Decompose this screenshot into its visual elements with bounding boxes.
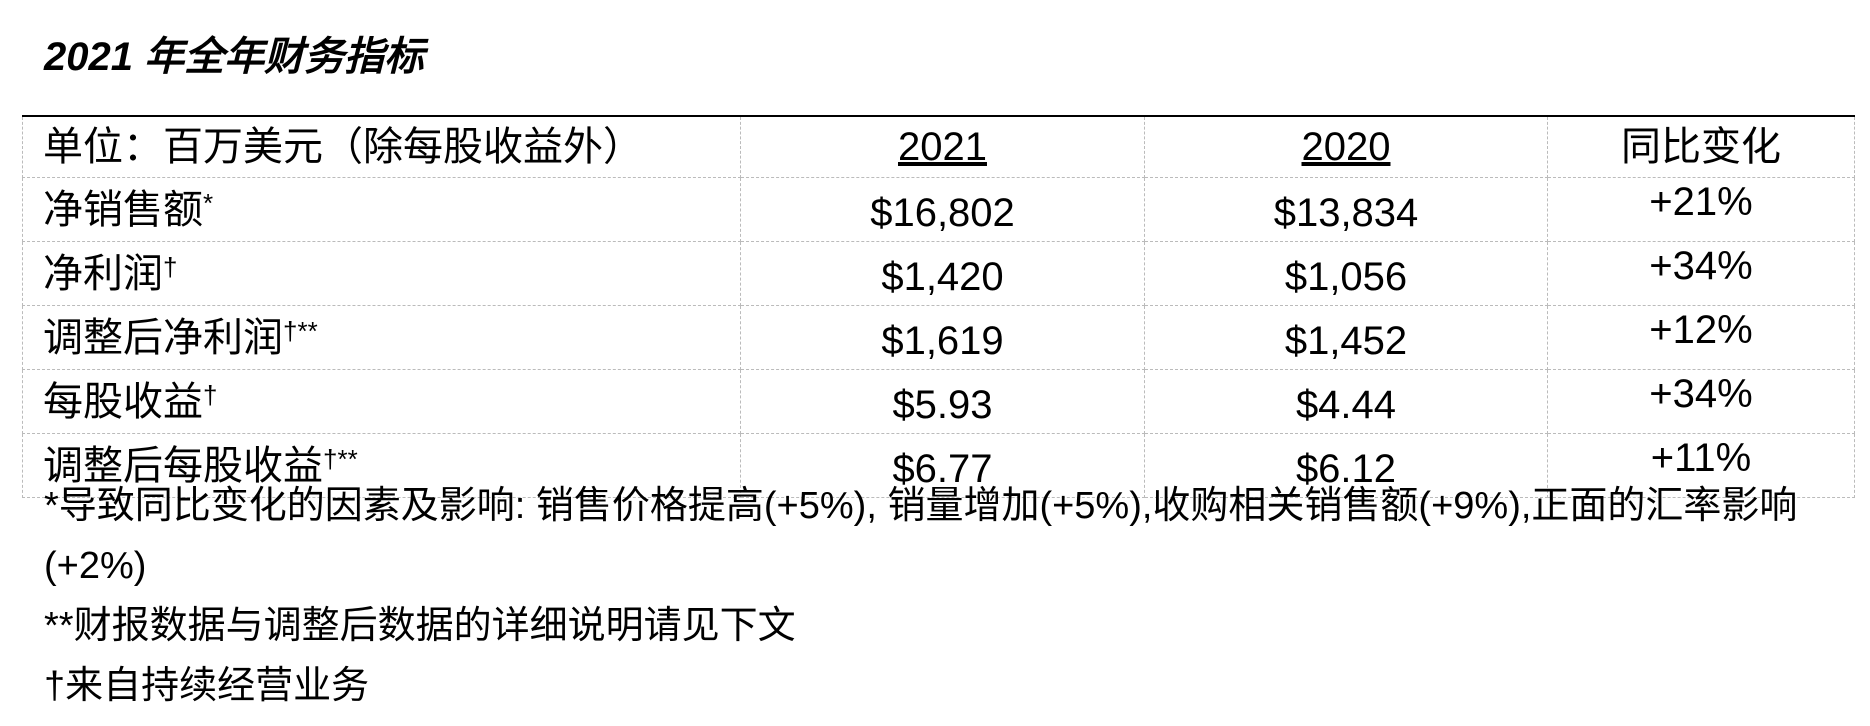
header-unit: 单位：百万美元（除每股收益外） — [22, 115, 741, 178]
footnote-mark: † — [203, 379, 218, 410]
footnote: **财报数据与调整后数据的详细说明请见下文 — [44, 605, 796, 647]
row-label: 调整后每股收益†** — [22, 433, 741, 498]
table-row: 净利润† $1,420 $1,056 +34% — [22, 241, 1855, 306]
yoy-change: +11% — [1547, 433, 1855, 498]
row-label: 净销售额* — [22, 177, 741, 242]
yoy-change: +21% — [1547, 177, 1855, 242]
table-row: 调整后每股收益†** $6.77 $6.12 +11% — [22, 433, 1855, 498]
value-2020: $4.44 — [1144, 369, 1548, 434]
table-row: 每股收益† $5.93 $4.44 +34% — [22, 369, 1855, 434]
footnotes: *导致同比变化的因素及影响: 销售价格提高(+5%), 销量增加(+5%),收购… — [44, 476, 1844, 716]
footnote-mark: †** — [283, 315, 318, 346]
row-label: 每股收益† — [22, 369, 741, 434]
header-2020: 2020 — [1144, 115, 1548, 178]
table-header-row: 单位：百万美元（除每股收益外） 2021 2020 同比变化 — [22, 115, 1855, 178]
yoy-change: +34% — [1547, 369, 1855, 434]
value-2020: $6.12 — [1144, 433, 1548, 498]
footnote: *导致同比变化的因素及影响: 销售价格提高(+5%), 销量增加(+5%),收购… — [44, 485, 1798, 587]
value-2020: $1,452 — [1144, 305, 1548, 370]
page-title: 2021 年全年财务指标 — [44, 35, 425, 79]
value-2020: $13,834 — [1144, 177, 1548, 242]
financial-table: 单位：百万美元（除每股收益外） 2021 2020 同比变化 净销售额* $16,… — [22, 115, 1855, 498]
footnote-mark: †** — [323, 443, 358, 474]
value-2021: $1,420 — [740, 241, 1145, 306]
footnote: †来自持续经营业务 — [44, 665, 370, 707]
yoy-change: +34% — [1547, 241, 1855, 306]
value-2021: $16,802 — [740, 177, 1145, 242]
yoy-change: +12% — [1547, 305, 1855, 370]
header-2021: 2021 — [740, 115, 1145, 178]
table-row: 调整后净利润†** $1,619 $1,452 +12% — [22, 305, 1855, 370]
footnote-mark: † — [163, 251, 178, 282]
value-2021: $6.77 — [740, 433, 1145, 498]
value-2021: $5.93 — [740, 369, 1145, 434]
value-2020: $1,056 — [1144, 241, 1548, 306]
table-row: 净销售额* $16,802 $13,834 +21% — [22, 177, 1855, 242]
value-2021: $1,619 — [740, 305, 1145, 370]
header-change: 同比变化 — [1547, 115, 1855, 178]
row-label: 调整后净利润†** — [22, 305, 741, 370]
row-label: 净利润† — [22, 241, 741, 306]
footnote-mark: * — [203, 187, 214, 218]
